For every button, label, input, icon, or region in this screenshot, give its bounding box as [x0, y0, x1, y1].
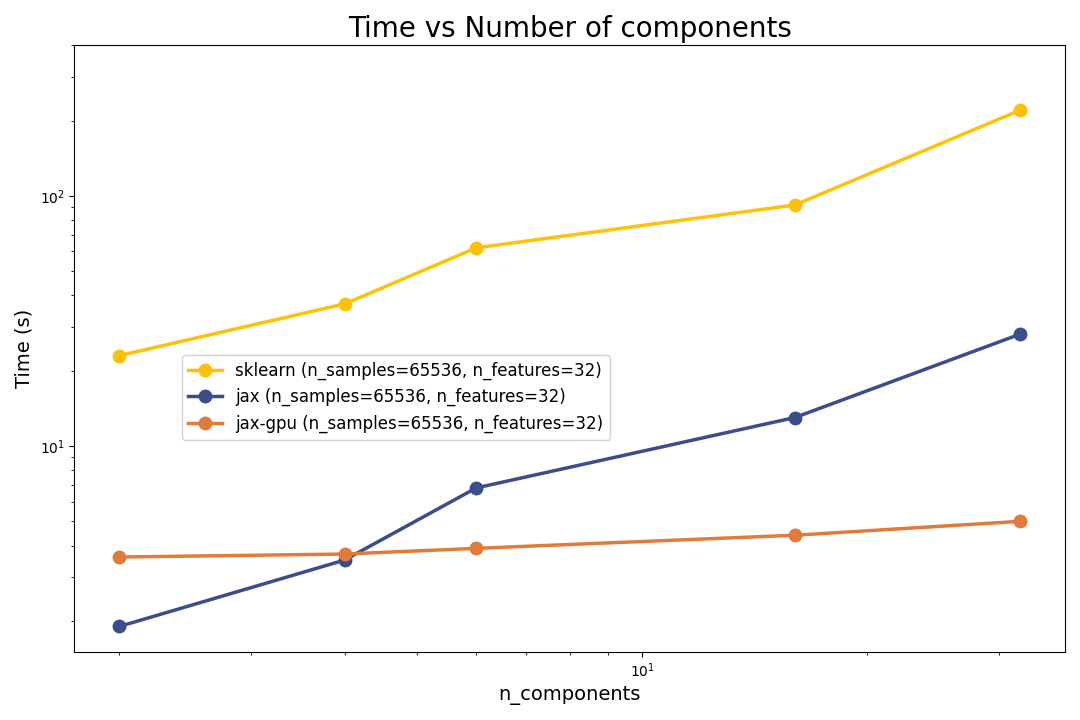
sklearn (n_samples=65536, n_features=32) [470, 243, 483, 252]
jax-gpu (n_samples=65536, n_features=32) [113, 553, 126, 562]
jax (n_samples=65536, n_features=32) [1013, 330, 1026, 338]
Legend: sklearn (n_samples=65536, n_features=32), jax (n_samples=65536, n_features=32), : sklearn (n_samples=65536, n_features=32)… [181, 355, 610, 440]
sklearn (n_samples=65536, n_features=32) [113, 351, 126, 360]
jax (n_samples=65536, n_features=32) [113, 622, 126, 631]
Y-axis label: Time (s): Time (s) [15, 309, 33, 388]
Line: jax (n_samples=65536, n_features=32): jax (n_samples=65536, n_features=32) [113, 328, 1026, 633]
Title: Time vs Number of components: Time vs Number of components [348, 15, 792, 43]
jax (n_samples=65536, n_features=32) [470, 484, 483, 492]
sklearn (n_samples=65536, n_features=32) [788, 201, 801, 210]
X-axis label: n_components: n_components [499, 686, 640, 705]
jax-gpu (n_samples=65536, n_features=32) [788, 531, 801, 539]
jax-gpu (n_samples=65536, n_features=32) [470, 544, 483, 553]
jax (n_samples=65536, n_features=32) [788, 413, 801, 422]
jax-gpu (n_samples=65536, n_features=32) [1013, 517, 1026, 526]
sklearn (n_samples=65536, n_features=32) [1013, 106, 1026, 114]
Line: jax-gpu (n_samples=65536, n_features=32): jax-gpu (n_samples=65536, n_features=32) [113, 515, 1026, 563]
jax-gpu (n_samples=65536, n_features=32) [338, 550, 351, 559]
jax (n_samples=65536, n_features=32) [338, 556, 351, 564]
Line: sklearn (n_samples=65536, n_features=32): sklearn (n_samples=65536, n_features=32) [113, 104, 1026, 362]
sklearn (n_samples=65536, n_features=32) [338, 300, 351, 308]
